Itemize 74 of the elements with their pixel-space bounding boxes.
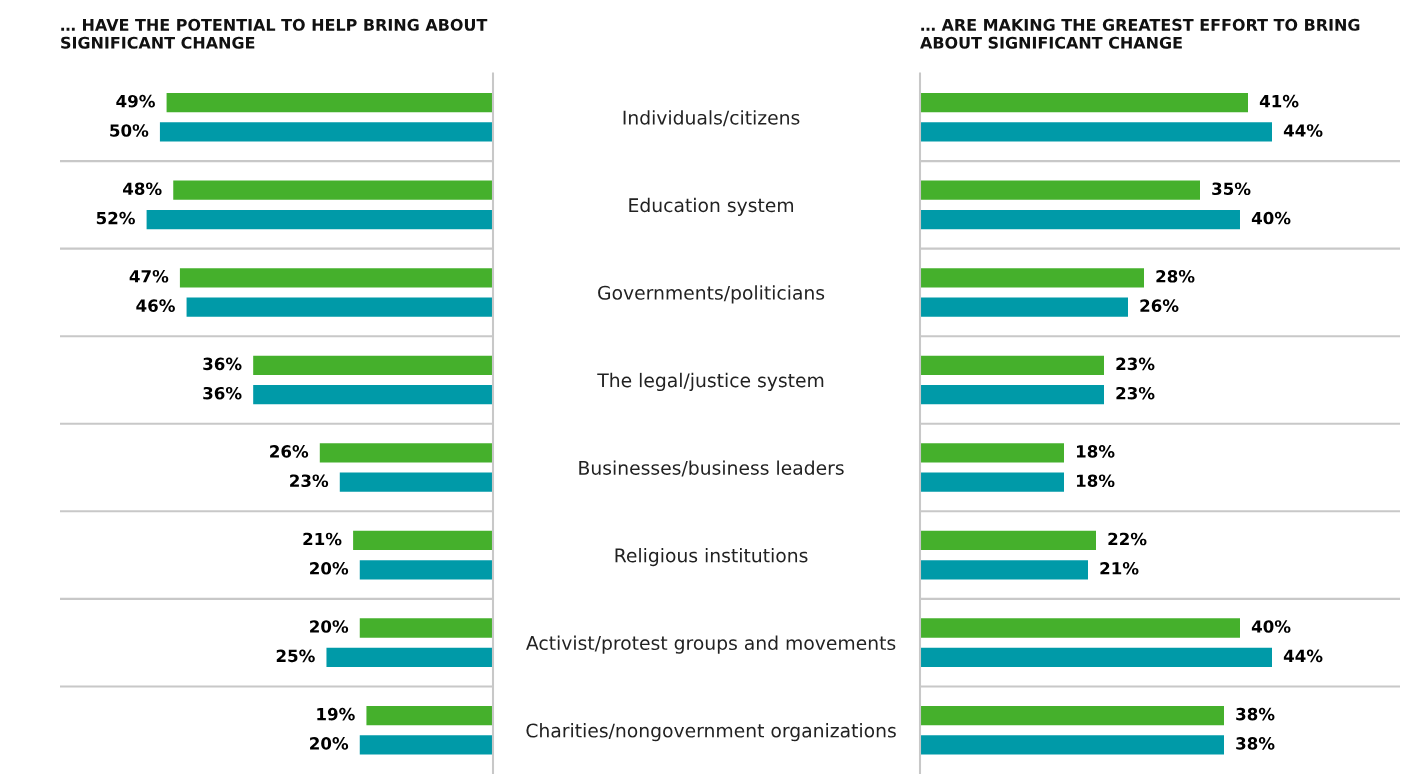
data-label: 26% xyxy=(270,445,309,458)
bar xyxy=(319,443,493,463)
y-tick-label: Governments/politicians xyxy=(598,285,825,304)
bar xyxy=(920,180,1200,200)
chart-title: … HAVE THE POTENTIAL TO HELP BRING ABOUT SIGNIFICANT CHANGE xyxy=(61,18,488,49)
bar xyxy=(339,472,493,492)
bar xyxy=(359,560,493,580)
bar xyxy=(366,705,493,726)
bar xyxy=(253,385,493,405)
data-label: 26% xyxy=(1140,299,1179,312)
bar xyxy=(146,209,493,230)
bar xyxy=(353,530,493,551)
bar xyxy=(920,735,1224,755)
data-label: 19% xyxy=(317,707,355,721)
data-label: 20% xyxy=(310,620,349,633)
bar xyxy=(920,297,1128,317)
bar xyxy=(920,472,1064,492)
bar xyxy=(920,93,1248,113)
bar xyxy=(359,618,493,638)
bar xyxy=(920,647,1272,667)
data-label: 40% xyxy=(1251,211,1291,225)
bar xyxy=(920,355,1104,375)
chart-title: … ARE MAKING THE GREATEST EFFORT TO BRING ABOUT SIGNIFICANT CHANGE xyxy=(920,18,1360,49)
bar xyxy=(920,268,1144,288)
data-label: 35% xyxy=(1212,182,1251,196)
data-label: 40% xyxy=(1251,620,1291,633)
data-label: 28% xyxy=(1156,269,1195,283)
data-label: 25% xyxy=(276,649,315,663)
y-tick-label: Charities/nongovernment organizations xyxy=(526,723,896,742)
data-label: 36% xyxy=(203,357,242,371)
bar xyxy=(920,385,1104,405)
data-label: 23% xyxy=(1116,386,1155,400)
bar xyxy=(920,560,1088,580)
bar xyxy=(186,297,493,317)
data-label: 20% xyxy=(310,737,349,750)
y-tick-label: Religious institutions xyxy=(615,547,808,567)
y-tick-label: Education system xyxy=(629,197,794,216)
data-label: 46% xyxy=(136,299,175,312)
data-label: 41% xyxy=(1259,94,1299,108)
data-label: 44% xyxy=(1283,124,1323,137)
bar xyxy=(920,443,1064,463)
data-label: 18% xyxy=(1076,474,1115,488)
bar xyxy=(920,705,1224,726)
data-label: 23% xyxy=(290,474,329,488)
data-label: 38% xyxy=(1236,707,1275,721)
data-label: 21% xyxy=(1100,562,1139,575)
data-label: 36% xyxy=(203,386,242,400)
bar xyxy=(920,209,1240,230)
y-tick-label: Individuals/citizens xyxy=(623,110,800,127)
y-tick-label: Businesses/business leaders xyxy=(579,460,844,477)
bar xyxy=(173,180,493,200)
data-label: 52% xyxy=(96,211,135,225)
data-label: 50% xyxy=(110,124,149,137)
bar xyxy=(920,618,1240,638)
data-label: 44% xyxy=(1283,649,1323,663)
y-tick-label: Activist/protest groups and movements xyxy=(526,635,896,654)
bar xyxy=(920,530,1096,551)
bar xyxy=(253,355,493,375)
bar xyxy=(359,735,493,755)
data-label: 49% xyxy=(116,94,155,108)
data-label: 38% xyxy=(1236,737,1275,750)
data-label: 47% xyxy=(129,269,169,283)
y-tick-label: The legal/justice system xyxy=(597,372,824,392)
data-label: 18% xyxy=(1076,445,1115,458)
data-label: 20% xyxy=(310,562,349,575)
data-label: 21% xyxy=(303,532,342,546)
bar xyxy=(179,268,493,288)
data-label: 48% xyxy=(122,182,162,196)
bar xyxy=(326,647,493,667)
bar xyxy=(920,122,1272,142)
bar xyxy=(159,122,493,142)
data-label: 23% xyxy=(1116,357,1155,371)
data-label: 22% xyxy=(1108,532,1147,546)
bar xyxy=(166,93,493,113)
